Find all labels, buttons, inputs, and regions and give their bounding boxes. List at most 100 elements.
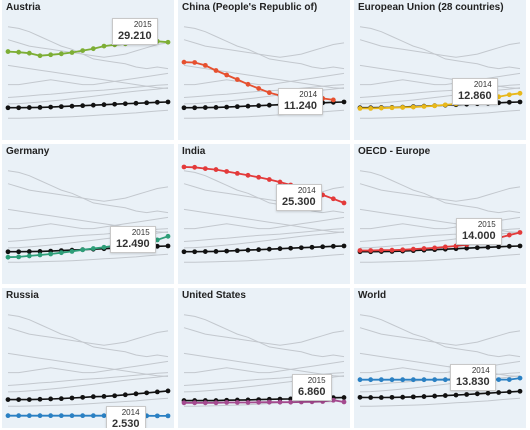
reference-point[interactable]	[16, 105, 22, 111]
highlight-point[interactable]	[5, 49, 11, 54]
highlight-point[interactable]	[517, 375, 523, 381]
reference-point[interactable]	[101, 102, 107, 108]
highlight-point[interactable]	[378, 377, 384, 383]
highlight-point[interactable]	[154, 237, 160, 243]
reference-point[interactable]	[154, 99, 160, 105]
reference-point[interactable]	[165, 243, 171, 249]
reference-point[interactable]	[101, 393, 107, 399]
highlight-point[interactable]	[357, 377, 363, 383]
reference-point[interactable]	[154, 243, 160, 249]
highlight-point[interactable]	[266, 90, 272, 96]
reference-point[interactable]	[213, 249, 219, 254]
reference-point[interactable]	[122, 392, 128, 398]
highlight-point[interactable]	[69, 249, 75, 254]
reference-point[interactable]	[256, 103, 262, 109]
highlight-point[interactable]	[90, 413, 96, 419]
reference-point[interactable]	[330, 243, 336, 249]
reference-point[interactable]	[517, 243, 523, 249]
reference-point[interactable]	[26, 249, 32, 254]
reference-point[interactable]	[400, 394, 406, 400]
highlight-point[interactable]	[400, 247, 406, 253]
highlight-point[interactable]	[442, 244, 448, 250]
highlight-point[interactable]	[5, 254, 11, 260]
highlight-point[interactable]	[496, 377, 502, 382]
reference-point[interactable]	[496, 244, 502, 250]
reference-point[interactable]	[410, 394, 416, 400]
reference-point[interactable]	[506, 243, 512, 249]
reference-point[interactable]	[5, 249, 11, 255]
highlight-point[interactable]	[5, 413, 11, 419]
highlight-point[interactable]	[517, 230, 523, 235]
highlight-point[interactable]	[400, 105, 406, 110]
highlight-point[interactable]	[357, 248, 363, 253]
highlight-point[interactable]	[37, 252, 43, 258]
highlight-point[interactable]	[37, 413, 43, 419]
highlight-point[interactable]	[256, 174, 262, 180]
highlight-point[interactable]	[101, 244, 107, 250]
reference-point[interactable]	[245, 103, 251, 109]
highlight-point[interactable]	[192, 400, 198, 406]
reference-point[interactable]	[224, 104, 230, 110]
reference-point[interactable]	[133, 100, 139, 106]
reference-point[interactable]	[256, 247, 262, 253]
reference-point[interactable]	[453, 392, 459, 398]
highlight-point[interactable]	[245, 400, 251, 405]
highlight-point[interactable]	[224, 72, 230, 78]
reference-point[interactable]	[181, 105, 187, 111]
highlight-point[interactable]	[213, 400, 219, 406]
reference-point[interactable]	[144, 100, 150, 106]
highlight-point[interactable]	[224, 400, 230, 405]
highlight-point[interactable]	[432, 103, 438, 109]
highlight-point[interactable]	[442, 377, 448, 383]
reference-point[interactable]	[517, 388, 523, 394]
reference-point[interactable]	[517, 99, 523, 105]
highlight-point[interactable]	[256, 86, 262, 91]
reference-point[interactable]	[122, 101, 128, 107]
highlight-point[interactable]	[202, 62, 208, 68]
reference-point[interactable]	[224, 248, 230, 254]
highlight-point[interactable]	[341, 399, 347, 405]
reference-point[interactable]	[368, 395, 374, 400]
highlight-point[interactable]	[213, 167, 219, 172]
highlight-point[interactable]	[357, 105, 363, 111]
reference-point[interactable]	[485, 244, 491, 250]
reference-point[interactable]	[288, 245, 294, 251]
reference-point[interactable]	[506, 99, 512, 105]
highlight-point[interactable]	[165, 233, 171, 239]
reference-point[interactable]	[389, 394, 395, 400]
highlight-point[interactable]	[245, 172, 251, 178]
highlight-point[interactable]	[80, 247, 86, 253]
highlight-point[interactable]	[192, 164, 198, 170]
highlight-point[interactable]	[389, 105, 395, 111]
reference-point[interactable]	[37, 105, 43, 110]
reference-point[interactable]	[26, 397, 32, 402]
highlight-point[interactable]	[181, 59, 187, 65]
highlight-point[interactable]	[48, 52, 54, 58]
highlight-point[interactable]	[80, 413, 86, 419]
highlight-point[interactable]	[37, 53, 43, 59]
highlight-point[interactable]	[506, 232, 512, 238]
reference-point[interactable]	[90, 102, 96, 108]
highlight-point[interactable]	[266, 177, 272, 182]
reference-point[interactable]	[37, 249, 43, 254]
reference-point[interactable]	[144, 390, 150, 396]
reference-point[interactable]	[234, 248, 240, 254]
reference-point[interactable]	[202, 105, 208, 110]
highlight-point[interactable]	[58, 250, 64, 256]
highlight-point[interactable]	[234, 400, 240, 405]
reference-point[interactable]	[320, 244, 326, 250]
highlight-point[interactable]	[421, 377, 427, 383]
reference-point[interactable]	[16, 397, 22, 402]
highlight-point[interactable]	[256, 399, 262, 405]
highlight-point[interactable]	[442, 102, 448, 108]
highlight-point[interactable]	[506, 92, 512, 98]
highlight-point[interactable]	[421, 246, 427, 251]
reference-point[interactable]	[234, 104, 240, 110]
reference-point[interactable]	[5, 105, 11, 111]
reference-point[interactable]	[202, 249, 208, 254]
highlight-point[interactable]	[378, 105, 384, 111]
highlight-point[interactable]	[410, 246, 416, 252]
reference-point[interactable]	[496, 390, 502, 395]
highlight-point[interactable]	[192, 60, 198, 65]
reference-point[interactable]	[474, 391, 480, 397]
